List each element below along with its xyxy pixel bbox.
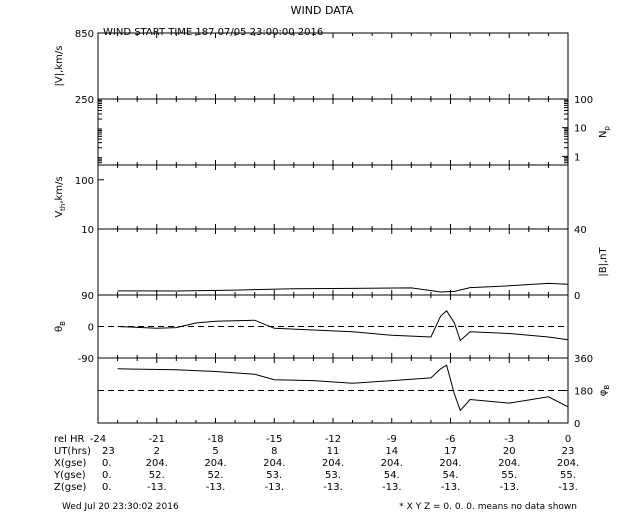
table-cell: -13. — [558, 482, 578, 493]
y-tick-label: 850 — [75, 29, 94, 40]
panel-phi: 360 180 0 φB — [97, 354, 611, 430]
table-cell: -15 — [266, 434, 282, 445]
panel-stack: 850 250 |V|,km/s 100 10 1 Np 100 10 Vth,km/s 40 0 |B… — [54, 29, 611, 430]
table-cell: 20 — [503, 446, 516, 457]
table-cell: 23 — [102, 446, 115, 457]
table-cell: 11 — [327, 446, 340, 457]
panel-density: 100 10 1 Np — [97, 95, 611, 166]
table-cell: 52. — [208, 470, 224, 481]
table-cell: 17 — [444, 446, 457, 457]
table-row-label: UT(hrs) — [54, 446, 91, 457]
table-cell: 0. — [102, 482, 112, 493]
y-axis-label: θB — [54, 321, 67, 332]
y-tick-label: 40 — [574, 225, 587, 236]
table-cell: -6 — [446, 434, 456, 445]
table-cell: 55. — [501, 470, 517, 481]
table-cell: 8 — [271, 446, 277, 457]
table-cell: -21 — [149, 434, 165, 445]
table-cell: -13. — [499, 482, 519, 493]
table-cell: 53. — [266, 470, 282, 481]
table-cell: 23 — [562, 446, 575, 457]
y-tick-label: 100 — [75, 176, 94, 187]
y-tick-label: 180 — [574, 387, 593, 398]
table-cell: 204. — [498, 458, 520, 469]
footer-note: * X Y Z = 0. 0. 0. means no data shown — [399, 502, 577, 512]
y-tick-label: 100 — [574, 95, 593, 106]
table-cell: -13. — [323, 482, 343, 493]
table-cell: -3 — [504, 434, 514, 445]
y-axis-label: Vth,km/s — [54, 176, 67, 217]
panel-frame — [97, 98, 569, 166]
table-cell: 204. — [381, 458, 403, 469]
table-row-label: Y(gse) — [53, 470, 86, 481]
plot-title: WIND DATA — [291, 4, 354, 17]
y-tick-label: 250 — [75, 95, 94, 106]
table-cell: 204. — [557, 458, 579, 469]
series-line-phi — [117, 364, 569, 412]
table-cell: 53. — [325, 470, 341, 481]
footer-timestamp: Wed Jul 20 23:30:02 2016 — [62, 502, 179, 512]
panel-velocity: 850 250 |V|,km/s — [54, 29, 569, 106]
table-cell: -9 — [387, 434, 397, 445]
panel-thermal: 100 10 Vth,km/s — [54, 164, 569, 236]
table-cell: -24 — [90, 434, 106, 445]
table-cell: 204. — [146, 458, 168, 469]
y-tick-label: 90 — [81, 291, 94, 302]
panel-frame — [97, 32, 569, 100]
table-cell: 55. — [560, 470, 576, 481]
panel-frame — [97, 228, 569, 296]
table-cell: -13. — [264, 482, 284, 493]
table-cell: -13. — [382, 482, 402, 493]
y-axis-label: φB — [598, 385, 611, 397]
table-cell: 14 — [385, 446, 398, 457]
y-tick-label: 10 — [81, 225, 94, 236]
y-tick-label: 0 — [574, 419, 580, 430]
table-row-label: Z(gse) — [54, 482, 86, 493]
time-position-table: rel HRUT(hrs)X(gse)Y(gse)Z(gse)-24230.0.… — [53, 434, 579, 493]
series-line-theta — [117, 310, 569, 342]
y-tick-label: 0 — [88, 323, 94, 334]
series-line-bmag — [117, 282, 569, 293]
table-row-label: rel HR — [54, 434, 85, 445]
table-cell: -13. — [147, 482, 167, 493]
y-tick-label: -90 — [78, 354, 94, 365]
y-tick-label: 1 — [574, 152, 580, 163]
y-tick-label: 360 — [574, 354, 593, 365]
table-cell: 52. — [149, 470, 165, 481]
table-cell: -13. — [441, 482, 461, 493]
table-cell: 5 — [212, 446, 218, 457]
table-cell: -18 — [207, 434, 223, 445]
table-cell: 54. — [384, 470, 400, 481]
table-cell: 0. — [102, 458, 112, 469]
panel-bmag: 40 0 |B|,nT — [97, 225, 609, 302]
y-tick-label: 0 — [574, 291, 580, 302]
table-cell: 204. — [322, 458, 344, 469]
table-cell: 204. — [439, 458, 461, 469]
table-cell: -12 — [325, 434, 341, 445]
y-tick-label: 10 — [574, 124, 587, 135]
table-cell: 54. — [443, 470, 459, 481]
table-row-label: X(gse) — [54, 458, 86, 469]
table-cell: 0 — [565, 434, 571, 445]
table-cell: 204. — [204, 458, 226, 469]
table-cell: 0. — [102, 470, 112, 481]
panel-frame — [97, 164, 569, 230]
table-cell: 2 — [154, 446, 160, 457]
panel-theta: 90 0 -90 θB — [54, 291, 569, 365]
y-axis-label: |B|,nT — [598, 247, 609, 277]
y-axis-label: |V|,km/s — [54, 46, 65, 87]
table-cell: 204. — [263, 458, 285, 469]
table-cell: -13. — [206, 482, 226, 493]
y-axis-label: Np — [598, 125, 611, 137]
